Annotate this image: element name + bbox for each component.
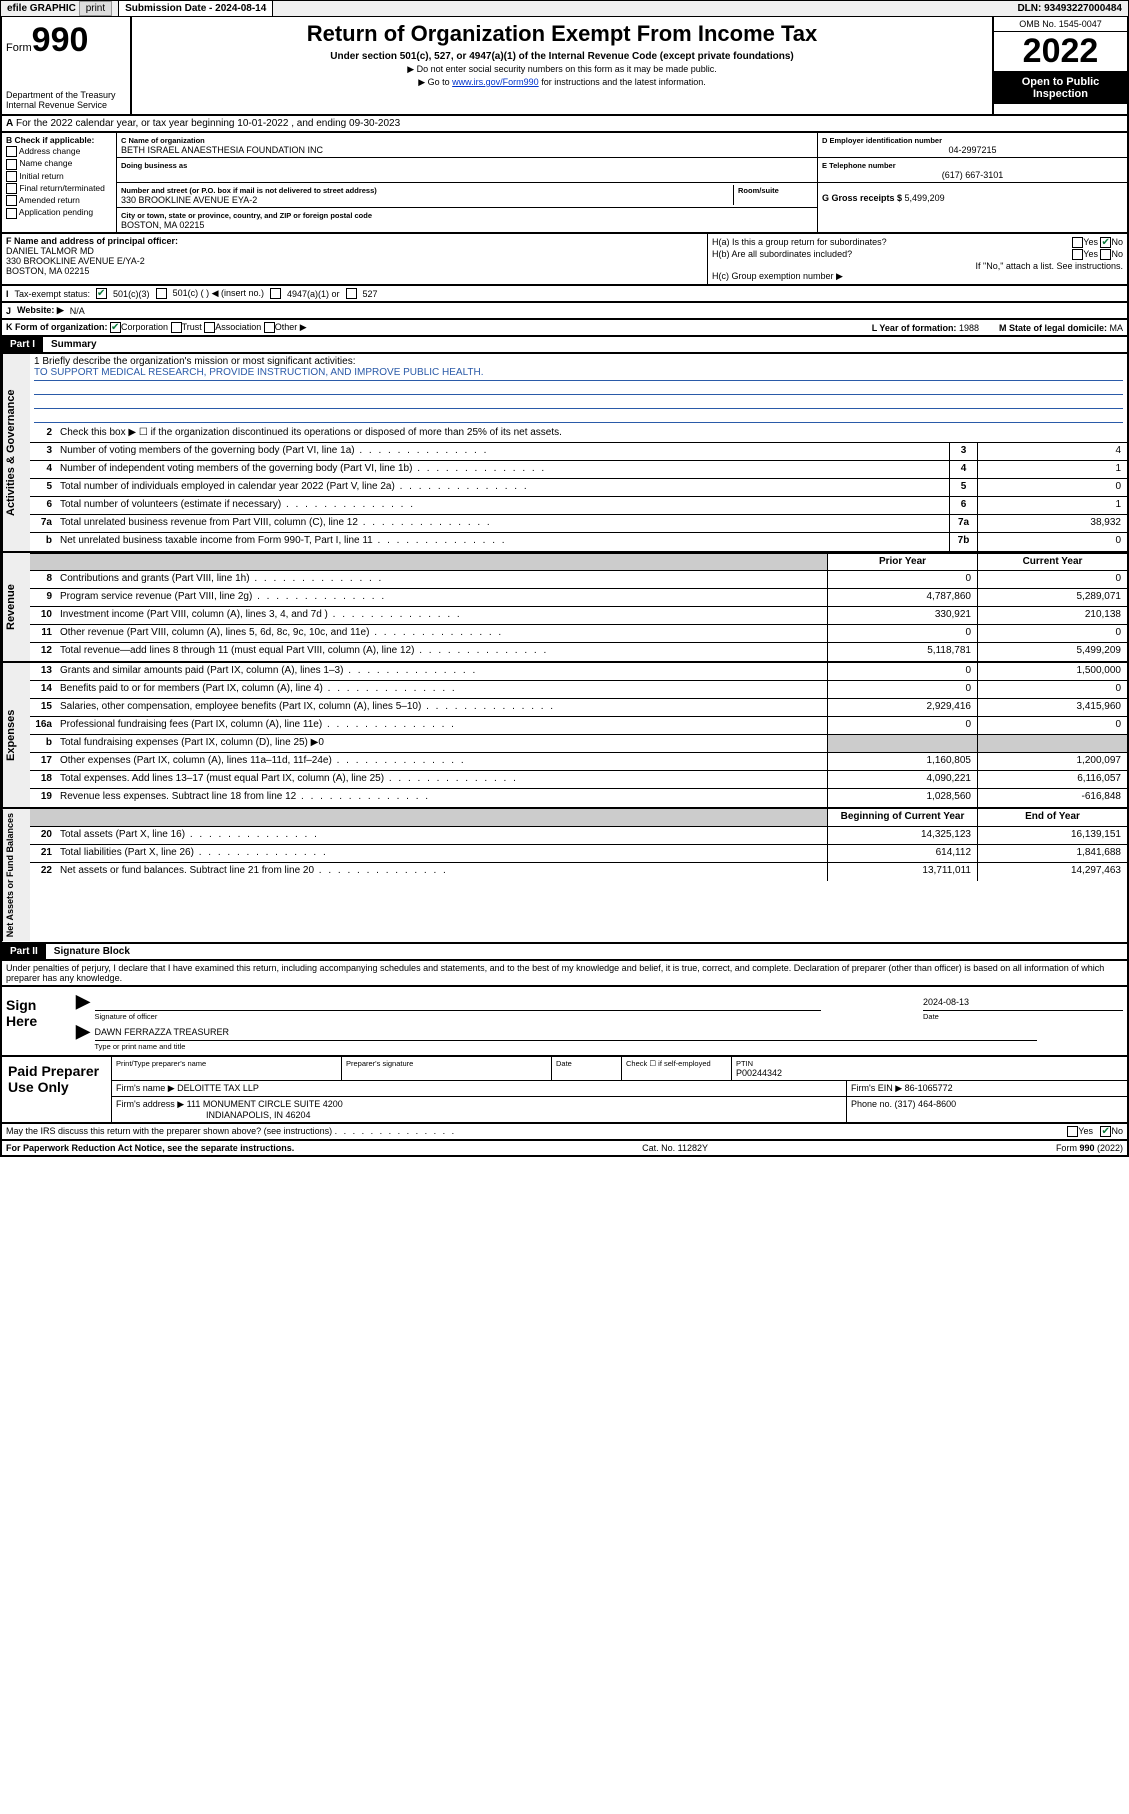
sign-here-label: Sign Here xyxy=(2,987,72,1055)
omb-number: OMB No. 1545-0047 xyxy=(994,17,1127,32)
goto-note: ▶ Go to www.irs.gov/Form990 for instruct… xyxy=(140,77,984,88)
row-i: ITax-exempt status: 501(c)(3) 501(c) ( )… xyxy=(0,286,1129,303)
side-tab-exp: Expenses xyxy=(2,663,30,807)
firm-phone: (317) 464-8600 xyxy=(895,1099,957,1109)
sign-date: 2024-08-13 xyxy=(923,997,1123,1011)
row-j: JWebsite: ▶ N/A xyxy=(0,303,1129,320)
tax-year: 2022 xyxy=(994,32,1127,72)
officer-sign-name: DAWN FERRAZZA TREASURER xyxy=(95,1027,1037,1041)
summary-line: 7aTotal unrelated business revenue from … xyxy=(30,515,1127,533)
summary-line: 13Grants and similar amounts paid (Part … xyxy=(30,663,1127,681)
form-header: Form990 Department of the Treasury Inter… xyxy=(0,17,1129,116)
summary-line: 19Revenue less expenses. Subtract line 1… xyxy=(30,789,1127,807)
paid-preparer-block: Paid Preparer Use Only Print/Type prepar… xyxy=(0,1057,1129,1124)
form-id-box: Form990 Department of the Treasury Inter… xyxy=(2,17,132,114)
summary-line: 15Salaries, other compensation, employee… xyxy=(30,699,1127,717)
top-bar: efile GRAPHIC print Submission Date - 20… xyxy=(0,0,1129,17)
firm-name: DELOITTE TAX LLP xyxy=(177,1083,259,1093)
pra-notice: For Paperwork Reduction Act Notice, see … xyxy=(6,1143,294,1153)
part1-header: Part I Summary xyxy=(0,337,1129,354)
open-inspection: Open to Public Inspection xyxy=(994,72,1127,104)
summary-line: 20Total assets (Part X, line 16)14,325,1… xyxy=(30,827,1127,845)
box-c: C Name of organizationBETH ISRAEL ANAEST… xyxy=(117,133,817,232)
summary-line: bNet unrelated business taxable income f… xyxy=(30,533,1127,551)
phone: (617) 667-3101 xyxy=(942,170,1004,180)
block-fh: F Name and address of principal officer:… xyxy=(0,234,1129,286)
officer-name: DANIEL TALMOR MD xyxy=(6,246,94,256)
col-current-year: Current Year xyxy=(977,554,1127,570)
section-revenue: Revenue Prior Year Current Year 8Contrib… xyxy=(0,553,1129,663)
section-net: Net Assets or Fund Balances Beginning of… xyxy=(0,809,1129,943)
mission-text: TO SUPPORT MEDICAL RESEARCH, PROVIDE INS… xyxy=(34,367,1123,381)
col-begin-year: Beginning of Current Year xyxy=(827,809,977,826)
block-bcdeg: B Check if applicable: Address change Na… xyxy=(0,133,1129,234)
col-end-year: End of Year xyxy=(977,809,1127,826)
row-k: K Form of organization: Corporation Trus… xyxy=(0,320,1129,337)
summary-line: 16aProfessional fundraising fees (Part I… xyxy=(30,717,1127,735)
box-b: B Check if applicable: Address change Na… xyxy=(2,133,117,232)
cat-no: Cat. No. 11282Y xyxy=(642,1143,708,1153)
side-tab-rev: Revenue xyxy=(2,553,30,661)
summary-line: 21Total liabilities (Part X, line 26)614… xyxy=(30,845,1127,863)
ssn-note: ▶ Do not enter social security numbers o… xyxy=(140,64,984,75)
mission-block: 1 Briefly describe the organization's mi… xyxy=(30,354,1127,425)
row-a: A For the 2022 calendar year, or tax yea… xyxy=(0,116,1129,133)
org-name: BETH ISRAEL ANAESTHESIA FOUNDATION INC xyxy=(121,145,323,155)
ptin: P00244342 xyxy=(736,1068,782,1078)
summary-line: 12Total revenue—add lines 8 through 11 (… xyxy=(30,643,1127,661)
paid-preparer-label: Paid Preparer Use Only xyxy=(2,1057,112,1122)
irs-link[interactable]: www.irs.gov/Form990 xyxy=(452,77,539,87)
year-box: OMB No. 1545-0047 2022 Open to Public In… xyxy=(992,17,1127,114)
submission-date: Submission Date - 2024-08-14 xyxy=(119,1,273,16)
summary-line: 11Other revenue (Part VIII, column (A), … xyxy=(30,625,1127,643)
summary-line: 18Total expenses. Add lines 13–17 (must … xyxy=(30,771,1127,789)
summary-line: 14Benefits paid to or for members (Part … xyxy=(30,681,1127,699)
form-title-box: Return of Organization Exempt From Incom… xyxy=(132,17,992,114)
sign-here-block: Sign Here ▶ Signature of officer 2024-08… xyxy=(0,987,1129,1057)
col-prior-year: Prior Year xyxy=(827,554,977,570)
summary-line: 4Number of independent voting members of… xyxy=(30,461,1127,479)
print-button[interactable]: print xyxy=(79,1,112,16)
firm-ein: 86-1065772 xyxy=(905,1083,953,1093)
box-f: F Name and address of principal officer:… xyxy=(2,234,707,284)
website: N/A xyxy=(70,306,85,316)
declaration: Under penalties of perjury, I declare th… xyxy=(0,961,1129,987)
summary-line: 5Total number of individuals employed in… xyxy=(30,479,1127,497)
summary-line: 17Other expenses (Part IX, column (A), l… xyxy=(30,753,1127,771)
efile-label: efile GRAPHIC print xyxy=(1,1,119,16)
page-footer: For Paperwork Reduction Act Notice, see … xyxy=(0,1141,1129,1157)
summary-line: 3Number of voting members of the governi… xyxy=(30,443,1127,461)
dln: DLN: 93493227000484 xyxy=(1011,1,1128,16)
org-city: BOSTON, MA 02215 xyxy=(121,220,204,230)
org-street: 330 BROOKLINE AVENUE EYA-2 xyxy=(121,195,257,205)
summary-line: bTotal fundraising expenses (Part IX, co… xyxy=(30,735,1127,753)
box-h: H(a) Is this a group return for subordin… xyxy=(707,234,1127,284)
summary-line: 9Program service revenue (Part VIII, lin… xyxy=(30,589,1127,607)
discuss-row: May the IRS discuss this return with the… xyxy=(0,1124,1129,1141)
summary-line: 8Contributions and grants (Part VIII, li… xyxy=(30,571,1127,589)
spacer xyxy=(273,7,1011,11)
form-subtitle: Under section 501(c), 527, or 4947(a)(1)… xyxy=(140,51,984,62)
section-governance: Activities & Governance 1 Briefly descri… xyxy=(0,354,1129,553)
summary-line: 6Total number of volunteers (estimate if… xyxy=(30,497,1127,515)
form-title: Return of Organization Exempt From Incom… xyxy=(140,21,984,47)
dept-treasury: Department of the Treasury xyxy=(6,90,126,100)
part2-header: Part II Signature Block xyxy=(0,944,1129,961)
summary-line: 10Investment income (Part VIII, column (… xyxy=(30,607,1127,625)
irs-label: Internal Revenue Service xyxy=(6,100,126,110)
ein: 04-2997215 xyxy=(948,145,996,155)
side-tab-gov: Activities & Governance xyxy=(2,354,30,551)
section-expenses: Expenses 13Grants and similar amounts pa… xyxy=(0,663,1129,809)
box-deg: D Employer identification number04-29972… xyxy=(817,133,1127,232)
gross-receipts: 5,499,209 xyxy=(905,193,945,203)
side-tab-net: Net Assets or Fund Balances xyxy=(2,809,30,941)
summary-line: 22Net assets or fund balances. Subtract … xyxy=(30,863,1127,881)
